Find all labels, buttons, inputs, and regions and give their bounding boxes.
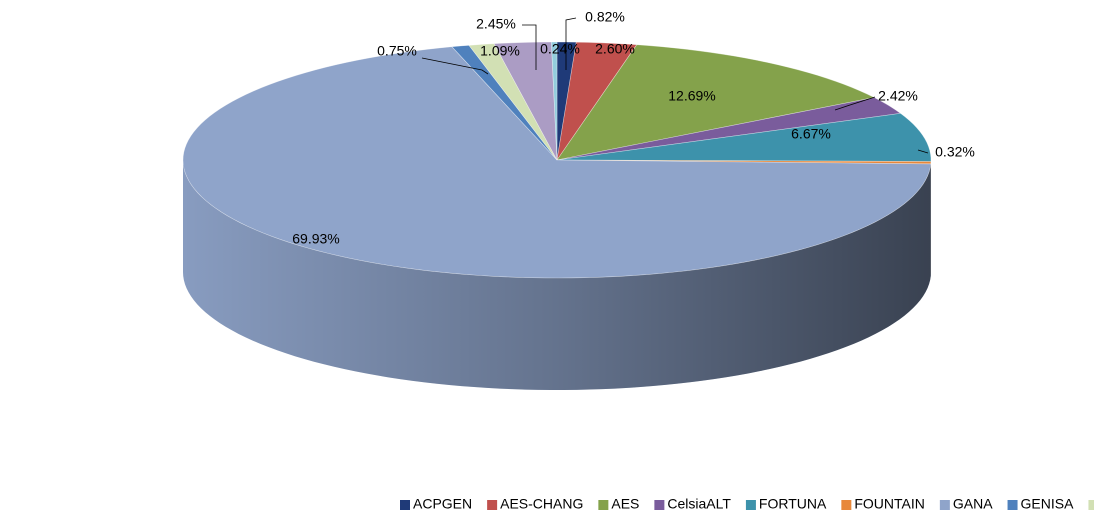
data-label: 2.45% (476, 16, 516, 32)
legend-swatch (598, 500, 609, 510)
legend-label: CelsiaALT (667, 496, 731, 512)
data-label: 2.42% (878, 88, 918, 104)
pie-slice (182, 46, 932, 279)
legend-swatch (1007, 500, 1018, 510)
leader-line (917, 149, 929, 154)
legend-swatch (654, 500, 665, 510)
legend-swatch (841, 500, 852, 510)
leader-line (565, 17, 577, 70)
pie-slice (556, 44, 876, 161)
legend-label: AES-CHANG (500, 496, 583, 512)
data-label: 2.60% (595, 41, 635, 57)
legend-swatch (939, 500, 950, 510)
legend-swatch (1088, 500, 1094, 510)
legend-label: GENISA (1021, 496, 1075, 512)
legend-swatch (487, 500, 498, 510)
legend-label: FOUNTAIN (854, 496, 925, 512)
legend-label: ACPGEN (413, 496, 472, 512)
data-label: 12.69% (668, 88, 715, 104)
legend-swatch (745, 500, 756, 510)
data-label: 0.32% (935, 144, 975, 160)
pie-slice (493, 41, 558, 161)
pie-slice (551, 41, 558, 161)
data-label: 69.93% (292, 231, 339, 247)
data-label: 0.82% (585, 9, 625, 25)
pie-slice (556, 97, 902, 161)
data-label: 0.75% (377, 43, 417, 59)
leader-line (834, 96, 876, 111)
data-label: 0.24% (540, 41, 580, 57)
legend-label: GANA (953, 496, 993, 512)
legend-label: AES (611, 496, 639, 512)
leader-line (522, 24, 537, 70)
legend-swatch (400, 500, 410, 510)
data-label: 6.67% (791, 126, 831, 142)
data-label: 1.09% (480, 43, 520, 59)
leader-line (421, 57, 489, 75)
legend-label: FORTUNA (759, 496, 827, 512)
side-shade (183, 160, 931, 390)
pie-slice (556, 41, 638, 161)
pie-sides (183, 160, 931, 390)
pie-slice (556, 113, 932, 162)
